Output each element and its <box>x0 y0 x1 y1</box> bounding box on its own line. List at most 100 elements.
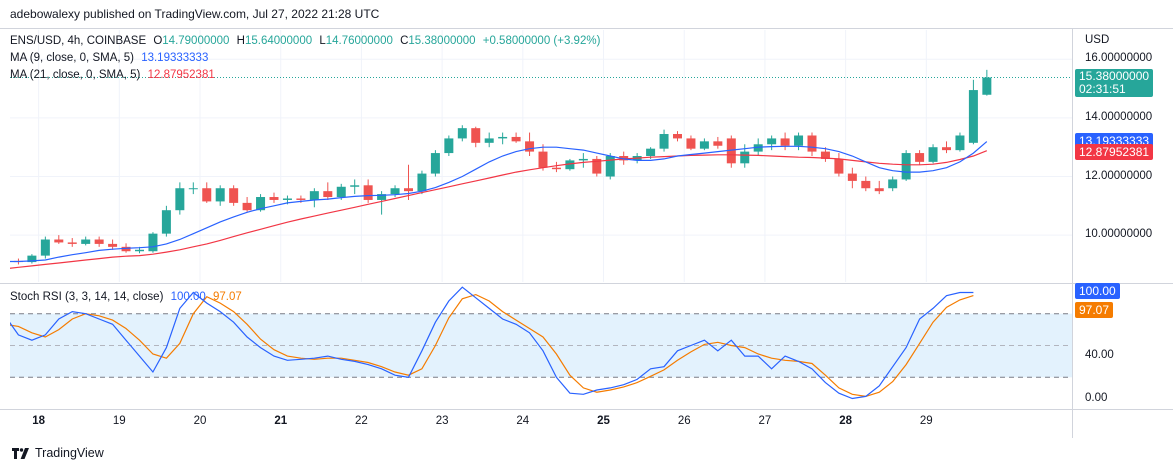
ma9-line <box>10 141 988 263</box>
candle-body <box>646 148 656 156</box>
candle-body <box>350 185 360 187</box>
top-divider <box>0 28 1173 29</box>
close-value: C15.38000000 <box>400 35 475 47</box>
candle-body <box>148 233 158 252</box>
price-axis-label: 16.00000000 <box>1085 52 1153 65</box>
high-number: 15.64000000 <box>244 35 313 47</box>
candle <box>726 135 736 168</box>
candle-body <box>874 188 884 192</box>
candle-body <box>968 90 978 143</box>
candle <box>578 153 588 168</box>
candle <box>67 238 77 247</box>
candle <box>417 170 427 195</box>
candle <box>27 254 37 264</box>
candle <box>215 185 225 206</box>
candle <box>820 147 830 162</box>
candle-body <box>619 156 629 161</box>
candle <box>94 236 104 247</box>
candle <box>619 151 629 165</box>
candle-body <box>471 128 481 143</box>
candle-body <box>94 239 104 244</box>
candle <box>350 179 360 195</box>
candle <box>81 236 91 246</box>
candle <box>605 153 615 180</box>
candle <box>686 135 696 151</box>
price-axis-divider <box>1072 28 1073 438</box>
candle <box>525 132 535 156</box>
close-number: 15.38000000 <box>408 35 476 47</box>
candle-body <box>444 138 454 154</box>
open-value: O14.79000000 <box>153 35 229 47</box>
candle-body <box>928 147 938 162</box>
stoch-rsi-legend[interactable]: Stoch RSI (3, 3, 14, 14, close) 100.00 9… <box>10 291 246 303</box>
candle-body <box>417 173 427 192</box>
candle <box>592 156 602 177</box>
candle-body <box>955 135 965 151</box>
candle-body <box>942 147 951 151</box>
ma9-legend[interactable]: MA (9, close, 0, SMA, 5) 13.19333333 <box>10 52 212 64</box>
symbol-label: ENS/USD, 4h, COINBASE <box>10 35 147 47</box>
publisher-line: adebowalexy published on TradingView.com… <box>10 7 380 21</box>
candle-body <box>847 173 857 181</box>
stoch-d-line <box>10 293 974 398</box>
currency-label: USD <box>1085 34 1110 46</box>
candle-body <box>296 198 306 200</box>
candle <box>982 69 992 96</box>
price-axis-label: 12.00000000 <box>1085 169 1153 182</box>
ma21-label: MA (21, close, 0, SMA, 5) <box>10 69 141 81</box>
candle-body <box>323 191 333 198</box>
time-axis-label: 24 <box>516 415 530 427</box>
axis-divider <box>0 409 1173 410</box>
low-label: L <box>319 35 326 47</box>
time-axis-label: 23 <box>435 415 449 427</box>
candle-body <box>404 188 413 192</box>
candle <box>323 182 333 200</box>
candle-body <box>713 141 723 146</box>
candle <box>175 182 185 215</box>
candle-body <box>592 158 602 174</box>
candle-body <box>767 138 777 145</box>
high-label: H <box>236 35 245 47</box>
candle-body <box>888 179 898 189</box>
candle <box>148 232 158 253</box>
candle <box>673 131 682 142</box>
low-number: 14.76000000 <box>325 35 393 47</box>
candle <box>108 239 118 250</box>
stoch-rsi-chart[interactable] <box>10 284 1072 407</box>
candle-body <box>135 249 144 252</box>
tradingview-brand[interactable]: TradingView <box>12 446 104 460</box>
candle <box>888 176 898 192</box>
time-axis-label: 20 <box>193 415 207 427</box>
candle-body <box>256 197 266 211</box>
rsi-axis-label: 40.00 <box>1085 349 1114 362</box>
candle-body <box>54 239 64 243</box>
candle-body <box>578 158 588 161</box>
stoch-d-tag: 97.07 <box>1075 301 1114 318</box>
candle-body <box>242 202 252 211</box>
price-chart[interactable] <box>10 30 1072 282</box>
candle <box>54 235 64 244</box>
candle-body <box>820 151 830 159</box>
time-axis[interactable]: 617181920212223242526272829 <box>10 410 1072 432</box>
time-axis-label: 22 <box>355 415 368 427</box>
candle-body <box>269 197 279 200</box>
candle-body <box>81 239 91 244</box>
candle-body <box>807 135 817 152</box>
candle <box>498 132 508 145</box>
candle <box>188 182 198 195</box>
candle-body <box>834 158 844 174</box>
candle <box>269 192 279 203</box>
candle-body <box>753 144 763 152</box>
candle-body <box>511 136 521 142</box>
time-axis-label: 26 <box>677 415 691 427</box>
candle-body <box>188 188 198 190</box>
candle-body <box>27 255 37 263</box>
ma21-tag: 12.87952381 <box>1075 143 1154 160</box>
candle <box>444 135 454 156</box>
ma21-legend[interactable]: MA (21, close, 0, SMA, 5) 12.87952381 <box>10 69 219 81</box>
price-axis[interactable]: USD 10.00000000 12.00000000 14.00000000 16.… <box>1073 30 1173 282</box>
time-axis-label: 27 <box>758 415 772 427</box>
symbol-legend[interactable]: ENS/USD, 4h, COINBASE O14.79000000 H15.6… <box>10 35 604 47</box>
candle <box>511 132 521 143</box>
candle-body <box>915 153 925 162</box>
